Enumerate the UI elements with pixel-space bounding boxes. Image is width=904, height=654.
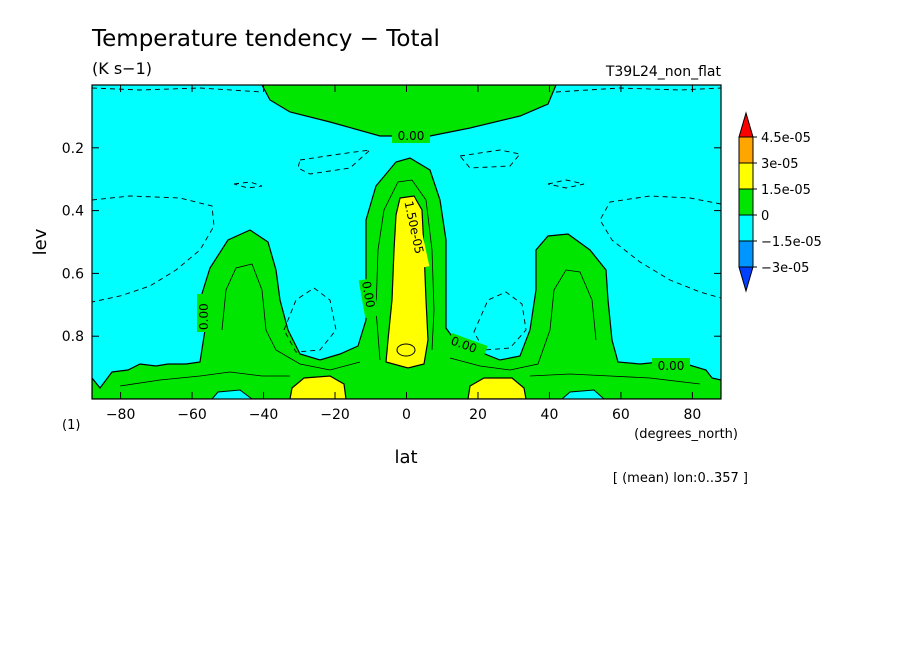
x-axis: −80 −60 −40 −20 0 20 40 60 80 <box>106 85 701 423</box>
chart-title: Temperature tendency − Total <box>91 26 440 52</box>
contour-field: 0.00 1.50e-05 0.00 0.00 0.00 0.00 <box>92 85 721 399</box>
colorbar-label: 1.5e-05 <box>761 183 811 198</box>
colorbar-label: 0 <box>761 209 769 224</box>
region-nh-surface-max <box>467 377 527 399</box>
contour-label: 0.00 <box>398 129 425 143</box>
core-closed-contour <box>396 343 416 357</box>
footnote: [ (mean) lon:0..357 ] <box>613 471 748 486</box>
colorbar-bin <box>738 214 754 242</box>
colorbar-label: −3e-05 <box>761 261 809 276</box>
x-tick-label: 40 <box>541 407 559 423</box>
y-tick-label: 0.4 <box>62 204 84 220</box>
run-label: T39L24_non_flat <box>605 64 722 80</box>
region-sh-surface-max <box>289 375 347 399</box>
y-axis-units: (1) <box>62 418 80 433</box>
colorbar-bin <box>738 162 754 190</box>
x-axis-label: lat <box>394 447 417 468</box>
x-tick-label: 60 <box>612 407 630 423</box>
region-nh-surface-neg <box>561 389 605 399</box>
y-axis-label: lev <box>30 228 51 255</box>
x-tick-label: 0 <box>402 407 411 423</box>
region-sh-surface-neg <box>211 389 253 399</box>
y-tick-label: 0.2 <box>62 141 84 157</box>
contour-label: 0.00 <box>658 359 685 373</box>
x-tick-label: −20 <box>320 407 350 423</box>
thin-contours <box>119 179 701 387</box>
x-tick-label: −40 <box>249 407 279 423</box>
colorbar-label: 3e-05 <box>761 157 799 172</box>
colorbar-label: 4.5e-05 <box>761 131 811 146</box>
x-tick-label: 80 <box>683 407 701 423</box>
colorbar-bin <box>738 136 754 164</box>
x-axis-units: (degrees_north) <box>634 427 738 442</box>
colorbar-bin <box>738 240 754 268</box>
dashed-contours <box>92 87 721 353</box>
colorbar-bin <box>738 188 754 216</box>
colorbar-cap-bottom <box>738 266 754 293</box>
x-tick-label: −80 <box>106 407 136 423</box>
colorbar: 4.5e-05 3e-05 1.5e-05 0 −1.5e-05 −3e-05 <box>738 111 822 293</box>
contour-label: 0.00 <box>197 303 211 330</box>
y-tick-label: 0.6 <box>62 266 84 282</box>
x-tick-label: 20 <box>469 407 487 423</box>
colorbar-label: −1.5e-05 <box>761 235 822 250</box>
y-axis: 0.2 0.4 0.6 0.8 <box>62 141 721 345</box>
x-tick-label: −60 <box>177 407 207 423</box>
colorbar-cap-top <box>738 111 754 138</box>
y-tick-label: 0.8 <box>62 329 84 345</box>
chart-units: (K s−1) <box>92 59 152 78</box>
contour-label: 0.00 <box>359 280 377 309</box>
